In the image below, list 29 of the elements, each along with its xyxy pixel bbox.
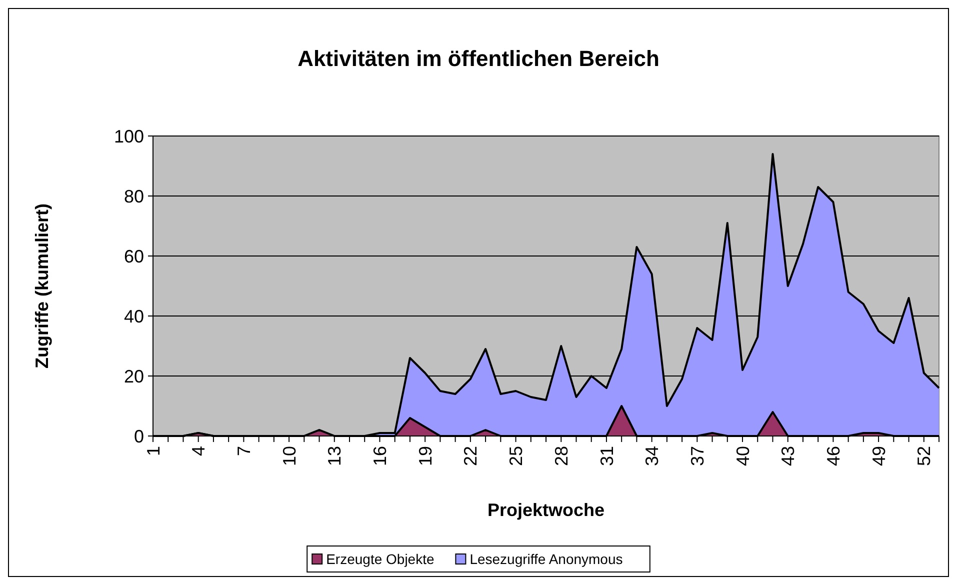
x-tick-label: 10	[279, 446, 300, 466]
x-tick-label: 40	[732, 446, 753, 466]
y-tick-label: 100	[114, 126, 144, 146]
x-tick-label: 49	[868, 446, 889, 466]
x-tick-label: 19	[415, 446, 436, 466]
x-tick-label: 46	[823, 446, 844, 466]
y-tick-label: 0	[134, 426, 144, 446]
x-tick-label: 25	[506, 446, 526, 466]
legend-label: Erzeugte Objekte	[326, 550, 434, 567]
y-tick-label: 60	[124, 246, 144, 266]
y-tick-label: 80	[124, 186, 144, 206]
x-tick-label: 28	[551, 446, 572, 466]
x-tick-label: 16	[370, 446, 390, 466]
chart-title: Aktivitäten im öffentlichen Bereich	[298, 46, 660, 71]
x-tick-label: 13	[324, 446, 345, 466]
x-tick-label: 37	[687, 446, 708, 466]
legend-label: Lesezugriffe Anonymous	[470, 550, 623, 567]
x-tick-label: 1	[143, 446, 164, 456]
y-tick-label: 20	[124, 366, 144, 386]
x-tick-label: 22	[460, 446, 481, 466]
x-tick-label: 7	[234, 446, 254, 456]
x-tick-label: 4	[188, 446, 209, 456]
x-tick-label: 43	[778, 446, 798, 466]
y-tick-label: 40	[124, 306, 144, 326]
y-axis-title: Zugriffe (kumuliert)	[32, 203, 52, 368]
x-tick-label: 52	[914, 446, 934, 466]
x-axis-title: Projektwoche	[487, 500, 605, 520]
x-tick-label: 34	[642, 446, 662, 466]
x-tick-label: 31	[596, 446, 617, 466]
